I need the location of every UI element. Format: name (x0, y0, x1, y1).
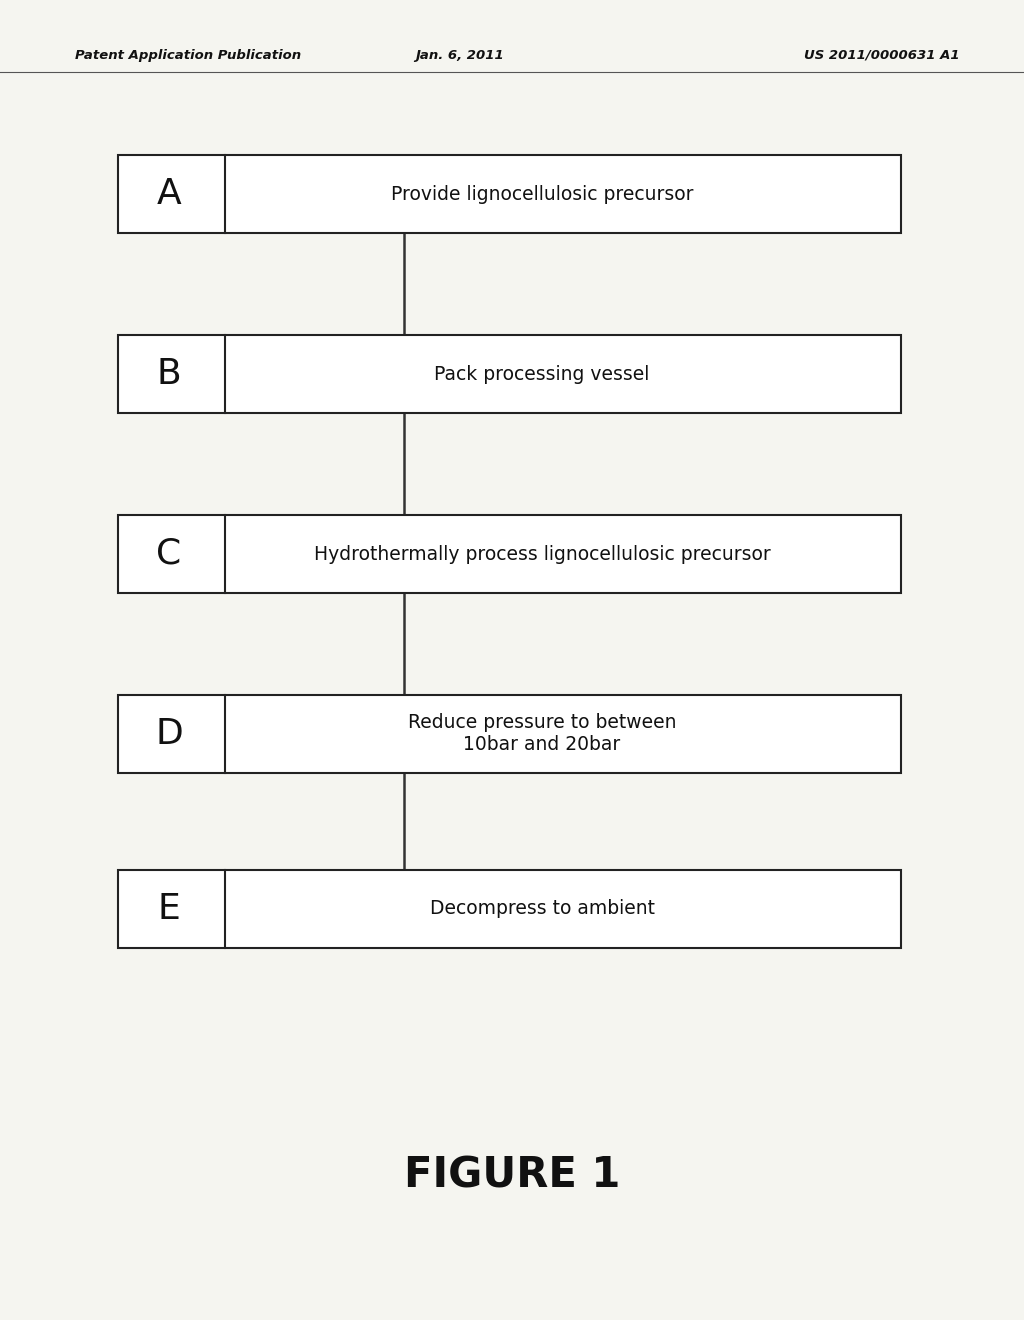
FancyBboxPatch shape (118, 515, 901, 593)
Text: D: D (155, 717, 183, 751)
Text: Jan. 6, 2011: Jan. 6, 2011 (416, 49, 505, 62)
FancyBboxPatch shape (118, 870, 901, 948)
FancyBboxPatch shape (118, 154, 901, 234)
Text: Decompress to ambient: Decompress to ambient (429, 899, 654, 919)
Text: Provide lignocellulosic precursor: Provide lignocellulosic precursor (391, 185, 693, 203)
Text: A: A (157, 177, 181, 211)
FancyBboxPatch shape (118, 335, 901, 413)
Text: Pack processing vessel: Pack processing vessel (434, 364, 649, 384)
Text: US 2011/0000631 A1: US 2011/0000631 A1 (805, 49, 961, 62)
Text: C: C (157, 537, 181, 572)
Text: FIGURE 1: FIGURE 1 (403, 1154, 621, 1196)
Text: B: B (157, 356, 181, 391)
Text: Patent Application Publication: Patent Application Publication (75, 49, 301, 62)
Text: Hydrothermally process lignocellulosic precursor: Hydrothermally process lignocellulosic p… (313, 544, 770, 564)
Text: E: E (158, 892, 180, 927)
Text: Reduce pressure to between
10bar and 20bar: Reduce pressure to between 10bar and 20b… (408, 714, 676, 755)
FancyBboxPatch shape (118, 696, 901, 774)
